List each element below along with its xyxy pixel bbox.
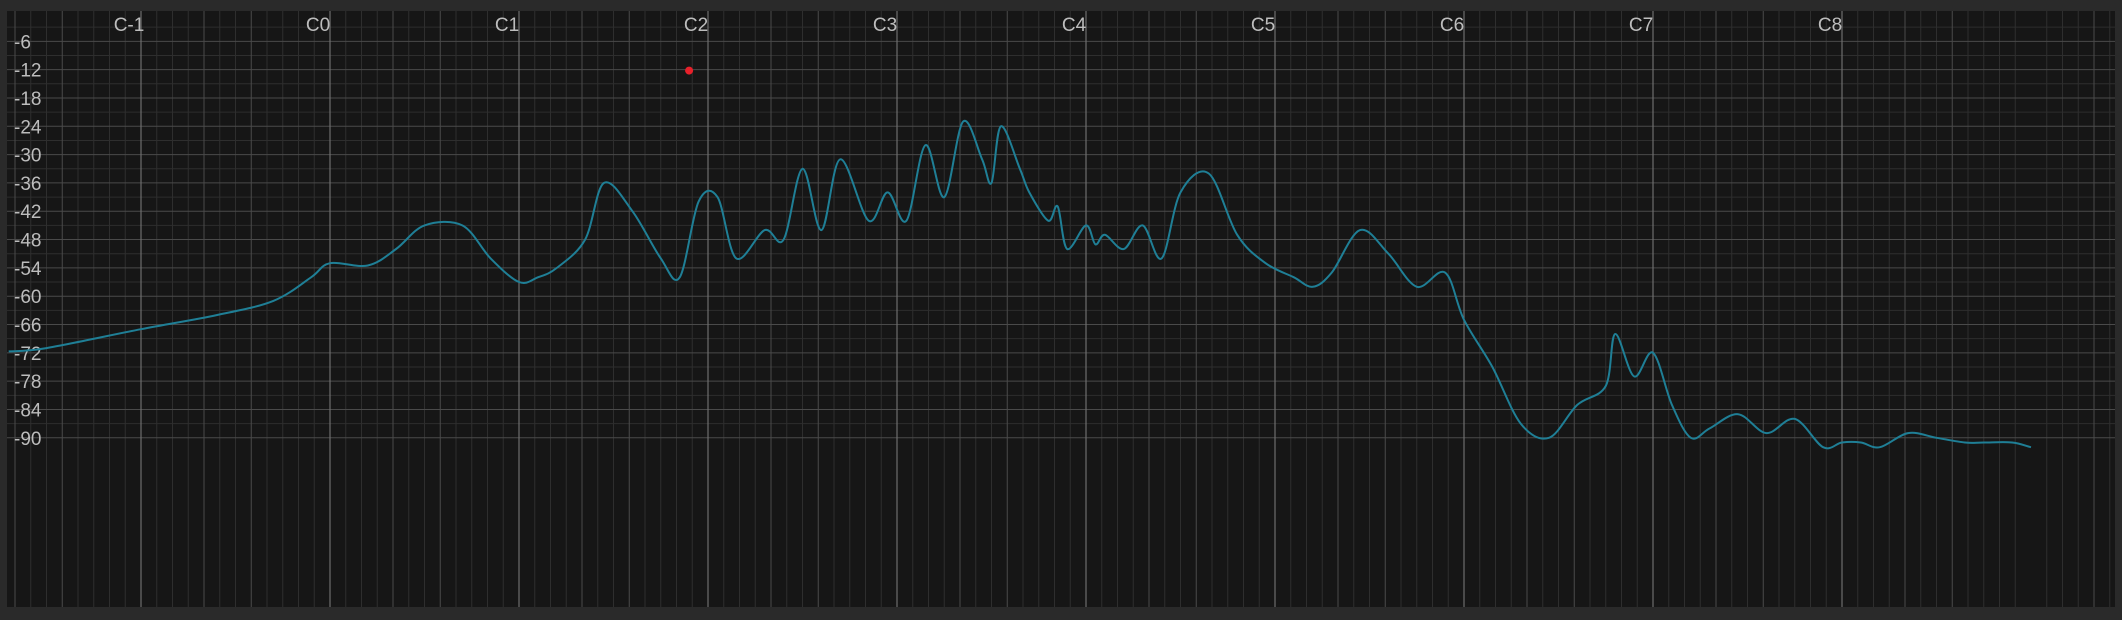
- note-tick-label: C8: [1818, 15, 1842, 36]
- db-tick-label: -24: [14, 117, 42, 138]
- db-tick-label: -66: [14, 316, 41, 337]
- db-tick-label: -30: [14, 146, 41, 167]
- note-tick-label: C5: [1251, 15, 1275, 36]
- note-tick-label: C3: [873, 15, 897, 36]
- db-tick-label: -6: [14, 32, 31, 53]
- note-tick-label: C7: [1629, 15, 1653, 36]
- note-tick-label: C4: [1062, 15, 1087, 36]
- note-tick-label: C-1: [114, 15, 145, 36]
- db-tick-label: -36: [14, 174, 41, 195]
- db-axis: -6 -12 -18 -24 -30 -36 -42 -48 -54 -60 -66 -72 -78 -8…: [14, 32, 42, 449]
- db-tick-label: -54: [14, 259, 42, 280]
- note-tick-label: C2: [684, 15, 708, 36]
- note-tick-label: C6: [1440, 15, 1464, 36]
- note-tick-label: C0: [306, 15, 330, 36]
- spectrum-curve: [8, 119, 2032, 450]
- note-axis: C-1 C0 C1 C2 C3 C4 C5 C6 C7 C8: [114, 15, 1842, 36]
- db-tick-label: -12: [14, 61, 41, 82]
- db-tick-label: -18: [14, 89, 41, 110]
- db-tick-label: -78: [14, 372, 41, 393]
- db-tick-label: -60: [14, 287, 41, 308]
- red-dot-marker-icon[interactable]: [685, 66, 694, 75]
- db-tick-label: -90: [14, 429, 41, 450]
- db-tick-label: -84: [14, 400, 42, 421]
- major-grid: [7, 11, 2115, 607]
- db-tick-label: -42: [14, 202, 41, 223]
- db-tick-label: -48: [14, 231, 41, 252]
- minor-grid: [7, 11, 2115, 607]
- note-tick-label: C1: [495, 15, 519, 36]
- octave-grid: [140, 11, 1843, 607]
- plot-background: [7, 11, 2115, 607]
- db-tick-label: -72: [14, 344, 41, 365]
